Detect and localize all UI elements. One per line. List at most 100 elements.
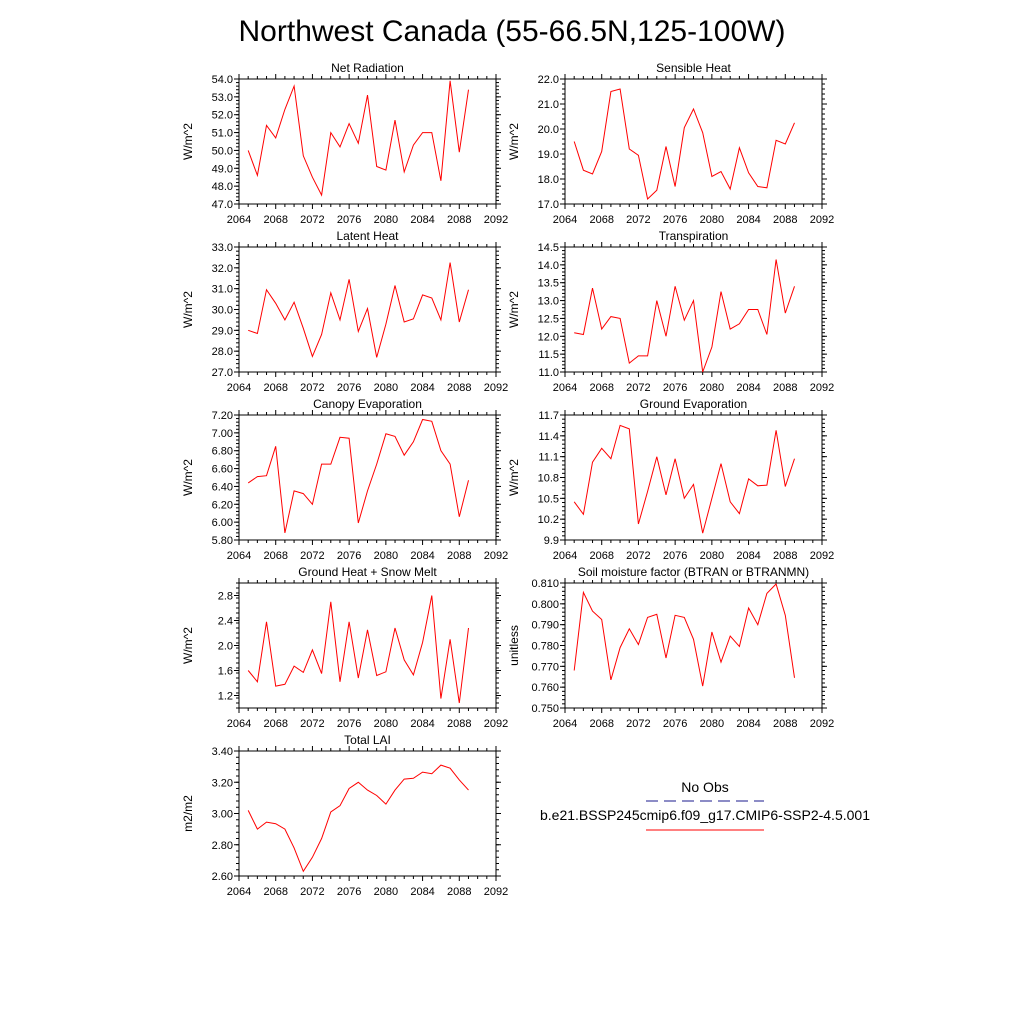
x-tick-label: 2076 xyxy=(663,382,687,394)
y-tick-label: 0.810 xyxy=(531,578,559,590)
panel-title: Latent Heat xyxy=(336,229,399,243)
x-tick-label: 2064 xyxy=(553,550,577,562)
y-tick-label: 49.0 xyxy=(212,163,233,175)
x-tick-label: 2088 xyxy=(773,550,797,562)
panel-2: Latent Heat 2064 2068 2072 2076 2080 2084 2088 2… xyxy=(181,229,508,394)
series-line-0 xyxy=(573,88,795,200)
plot-frame xyxy=(564,582,823,709)
y-tick-label: 13.0 xyxy=(538,296,559,308)
x-tick-label: 2064 xyxy=(553,382,577,394)
x-tick-label: 2084 xyxy=(736,382,760,394)
y-tick-label: 10.8 xyxy=(538,473,559,485)
y-tick-label: 2.0 xyxy=(218,641,233,653)
x-tick-label: 2068 xyxy=(589,550,613,562)
x-tick-label: 2084 xyxy=(410,886,434,898)
y-axis-label: m2/m2 xyxy=(181,795,195,832)
y-tick-label: 18.0 xyxy=(538,174,559,186)
x-tick-label: 2088 xyxy=(447,550,471,562)
y-tick-label: 51.0 xyxy=(212,128,233,140)
x-tick-label: 2084 xyxy=(410,718,434,730)
x-tick-label: 2092 xyxy=(484,214,508,226)
y-tick-label: 2.80 xyxy=(212,840,233,852)
y-tick-label: 0.800 xyxy=(531,599,559,611)
x-tick-label: 2068 xyxy=(263,718,287,730)
legend-model-label: b.e21.BSSP245cmip6.f09_g17.CMIP6-SSP2-4.… xyxy=(540,807,870,823)
y-tick-label: 1.6 xyxy=(218,666,233,678)
x-tick-label: 2080 xyxy=(374,886,398,898)
x-tick-label: 2092 xyxy=(810,550,834,562)
x-tick-label: 2084 xyxy=(410,550,434,562)
y-tick-label: 11.4 xyxy=(538,431,559,443)
page-title: Northwest Canada (55-66.5N,125-100W) xyxy=(239,15,786,48)
x-tick-label: 2076 xyxy=(337,214,361,226)
y-tick-label: 2.60 xyxy=(212,871,233,883)
x-tick-label: 2072 xyxy=(300,886,324,898)
y-tick-label: 6.00 xyxy=(212,517,233,529)
x-tick-label: 2064 xyxy=(227,718,251,730)
y-axis-label: W/m^2 xyxy=(181,123,195,160)
series-line-0 xyxy=(248,262,469,358)
y-tick-label: 29.0 xyxy=(212,325,233,337)
series-line-0 xyxy=(573,583,795,687)
panel-title: Canopy Evaporation xyxy=(313,397,422,411)
x-tick-label: 2088 xyxy=(447,382,471,394)
y-tick-label: 30.0 xyxy=(212,305,233,317)
y-tick-label: 11.5 xyxy=(538,349,559,361)
y-axis-label: unitless xyxy=(507,625,521,666)
y-tick-label: 11.1 xyxy=(538,452,559,464)
x-tick-label: 2088 xyxy=(447,886,471,898)
x-tick-label: 2084 xyxy=(736,550,760,562)
panel-title: Total LAI xyxy=(344,733,391,747)
y-tick-label: 5.80 xyxy=(212,535,233,547)
y-tick-label: 0.790 xyxy=(531,620,559,632)
panel-title: Soil moisture factor (BTRAN or BTRANMN) xyxy=(578,565,809,579)
y-tick-label: 6.60 xyxy=(212,464,233,476)
panel-title: Transpiration xyxy=(659,229,729,243)
y-axis-label: W/m^2 xyxy=(181,627,195,664)
y-tick-label: 10.2 xyxy=(538,514,559,526)
x-tick-label: 2072 xyxy=(300,214,324,226)
panel-title: Net Radiation xyxy=(331,61,404,75)
x-tick-label: 2092 xyxy=(484,550,508,562)
y-tick-label: 6.80 xyxy=(212,446,233,458)
panel-1: Sensible Heat 2064 2068 2072 2076 2080 2084 208… xyxy=(507,61,834,226)
x-tick-label: 2076 xyxy=(337,550,361,562)
y-tick-label: 28.0 xyxy=(212,346,233,358)
y-tick-label: 19.0 xyxy=(538,149,559,161)
x-tick-label: 2080 xyxy=(700,718,724,730)
y-axis-label: W/m^2 xyxy=(507,291,521,328)
x-tick-label: 2072 xyxy=(300,718,324,730)
x-tick-label: 2084 xyxy=(736,214,760,226)
x-tick-label: 2072 xyxy=(626,214,650,226)
series-line-0 xyxy=(574,259,795,373)
panel-title: Ground Heat + Snow Melt xyxy=(298,565,437,579)
x-tick-label: 2092 xyxy=(484,718,508,730)
x-tick-label: 2068 xyxy=(589,214,613,226)
x-tick-label: 2068 xyxy=(263,886,287,898)
x-tick-label: 2076 xyxy=(663,550,687,562)
x-tick-label: 2068 xyxy=(263,382,287,394)
x-tick-label: 2072 xyxy=(300,382,324,394)
x-tick-label: 2064 xyxy=(227,214,251,226)
panel-title: Ground Evaporation xyxy=(640,397,747,411)
y-axis-label: W/m^2 xyxy=(181,291,195,328)
y-tick-label: 22.0 xyxy=(538,74,559,86)
legend-obs-label: No Obs xyxy=(681,779,728,795)
x-tick-label: 2084 xyxy=(736,718,760,730)
x-tick-label: 2076 xyxy=(337,718,361,730)
y-tick-label: 2.8 xyxy=(218,591,233,603)
x-tick-label: 2084 xyxy=(410,382,434,394)
x-tick-label: 2088 xyxy=(773,718,797,730)
y-tick-label: 0.780 xyxy=(531,641,559,653)
panel-6: Ground Heat + Snow Melt 2064 2068 2072 2076 2… xyxy=(181,565,508,730)
x-tick-label: 2064 xyxy=(227,382,251,394)
x-tick-label: 2092 xyxy=(484,382,508,394)
y-tick-label: 21.0 xyxy=(538,99,559,111)
panel-5: Ground Evaporation 2064 2068 2072 2076 2080 20… xyxy=(507,397,834,562)
y-tick-label: 47.0 xyxy=(212,199,233,211)
y-tick-label: 9.9 xyxy=(544,535,559,547)
y-tick-label: 20.0 xyxy=(538,124,559,136)
x-tick-label: 2080 xyxy=(374,550,398,562)
x-tick-label: 2076 xyxy=(663,214,687,226)
